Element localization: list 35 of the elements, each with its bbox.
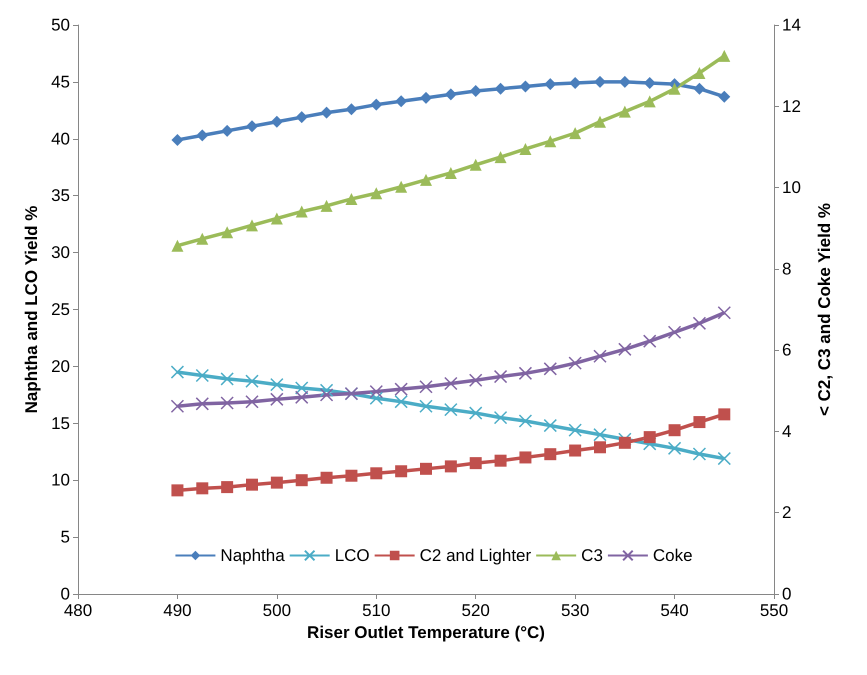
x-tick-label: 530 [560, 601, 590, 620]
y-tick-label: 0 [60, 584, 70, 604]
y-axis-title: Naphtha and LCO Yield % [22, 206, 41, 414]
x-tick-label: 500 [262, 601, 292, 620]
x-tick-label: 520 [462, 601, 490, 620]
y-tick-label: 40 [51, 129, 70, 148]
y2-tick-label: 0 [782, 584, 792, 604]
x-tick-label: 510 [362, 601, 390, 620]
y-tick-label: 25 [51, 300, 70, 319]
legend-label: Naphtha [220, 546, 286, 565]
legend-label: C2 and Lighter [420, 546, 532, 565]
x-tick-label: 550 [760, 601, 788, 620]
x-tick-label: 490 [163, 601, 192, 620]
x-tick-label: 540 [660, 601, 689, 620]
y-tick-label: 20 [51, 356, 70, 376]
legend-label: LCO [334, 546, 370, 565]
y2-tick-label: 12 [782, 96, 801, 116]
y2-tick-label: 8 [782, 259, 792, 278]
x-tick-label: 480 [64, 601, 92, 620]
y-tick-label: 15 [51, 414, 70, 433]
y-tick-label: 45 [51, 72, 70, 92]
legend-label: C3 [581, 546, 603, 565]
y2-tick-label: 4 [782, 422, 792, 441]
y-tick-label: 50 [51, 16, 70, 34]
y-tick-label: 35 [51, 186, 70, 206]
y2-tick-label: 14 [782, 16, 801, 34]
y-tick-label: 10 [51, 470, 70, 490]
y-tick-label: 30 [51, 243, 70, 262]
legend-label: Coke [652, 546, 693, 565]
y-tick-label: 5 [60, 528, 70, 547]
y2-tick-label: 10 [782, 178, 801, 198]
y2-tick-label: 6 [782, 340, 792, 360]
x-axis-title: Riser Outlet Temperature (°C) [307, 623, 545, 642]
y2-tick-label: 2 [782, 503, 792, 522]
y2-axis-title: < C2, C3 and Coke Yield % [815, 202, 834, 416]
